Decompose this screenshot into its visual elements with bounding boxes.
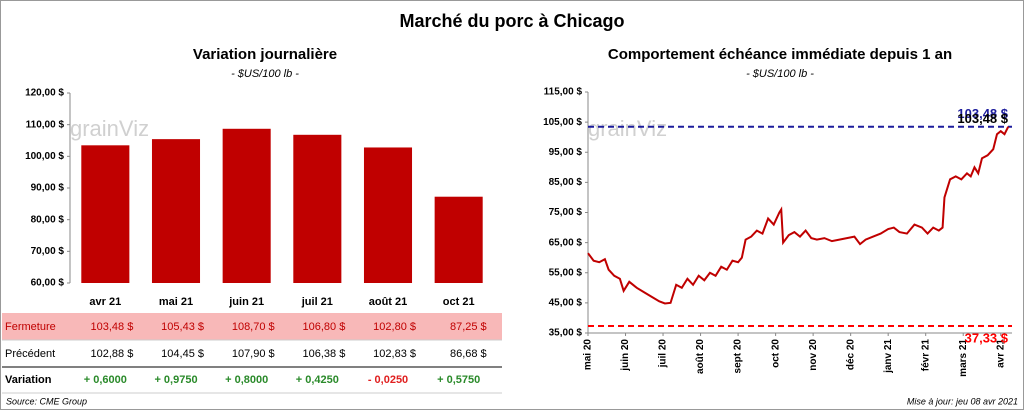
x-tick-label: juil 21 xyxy=(301,296,333,308)
x-tick-label: juil 20 xyxy=(658,339,669,369)
y-tick-label: 95,00 $ xyxy=(549,147,583,158)
x-tick-label: juin 21 xyxy=(228,296,264,308)
y-tick-label: 65,00 $ xyxy=(549,237,583,248)
y-tick-label: 45,00 $ xyxy=(549,298,583,309)
table-cell: 107,90 $ xyxy=(232,348,275,360)
x-tick-label: avr 21 xyxy=(995,339,1006,368)
table-cell: + 0,4250 xyxy=(296,374,339,386)
table-cell: 102,80 $ xyxy=(373,321,416,333)
y-tick-label: 70,00 $ xyxy=(31,246,65,257)
x-tick-label: oct 20 xyxy=(770,339,781,368)
y-tick-label: 100,00 $ xyxy=(25,151,64,162)
bar xyxy=(81,145,130,283)
chart-subtitle: - $US/100 lb - xyxy=(746,68,814,80)
bar xyxy=(222,128,271,283)
x-tick-label: oct 21 xyxy=(443,296,475,308)
table-cell: 86,68 $ xyxy=(450,348,487,360)
reference-label: 37,33 $ xyxy=(965,330,1009,345)
bar xyxy=(151,139,201,283)
table-cell: 106,80 $ xyxy=(303,321,346,333)
watermark: grainViz xyxy=(588,116,667,141)
bar xyxy=(363,147,413,283)
watermark: grainViz xyxy=(70,116,149,141)
x-tick-label: janv 21 xyxy=(883,339,894,374)
title: Marché du porc à Chicago xyxy=(399,11,624,31)
highlight-row xyxy=(2,313,502,340)
chart-title: Comportement échéance immédiate depuis 1… xyxy=(608,46,952,63)
table-cell: - 0,0250 xyxy=(368,374,408,386)
table-cell: 103,48 $ xyxy=(91,321,134,333)
x-tick-label: févr 21 xyxy=(920,339,931,372)
table-cell: + 0,8000 xyxy=(225,374,268,386)
updated: Mise à jour: jeu 08 avr 2021 xyxy=(907,396,1018,406)
y-tick-label: 110,00 $ xyxy=(26,119,65,130)
table-cell: 87,25 $ xyxy=(450,321,487,333)
y-tick-label: 55,00 $ xyxy=(549,267,583,278)
source: Source: CME Group xyxy=(6,396,87,406)
x-tick-label: sept 20 xyxy=(733,339,744,374)
x-tick-label: juin 20 xyxy=(620,339,631,372)
table-cell: 102,83 $ xyxy=(373,348,416,360)
table-cell: 104,45 $ xyxy=(161,348,204,360)
x-tick-label: avr 21 xyxy=(89,296,121,308)
table-cell: + 0,9750 xyxy=(154,374,197,386)
last-label: 103,48 $ xyxy=(957,111,1008,126)
chart-title: Variation journalière xyxy=(193,46,337,63)
row-label: Variation xyxy=(5,374,52,386)
table-cell: 106,38 $ xyxy=(303,348,346,360)
table-cell: 108,70 $ xyxy=(232,321,275,333)
y-tick-label: 60,00 $ xyxy=(31,278,65,289)
y-tick-label: 90,00 $ xyxy=(31,183,65,194)
y-tick-label: 105,00 $ xyxy=(543,117,582,128)
row-label: Précédent xyxy=(5,348,55,360)
y-tick-label: 85,00 $ xyxy=(549,177,583,188)
price-line xyxy=(587,126,1010,305)
x-tick-label: mars 21 xyxy=(958,339,969,377)
y-tick-label: 115,00 $ xyxy=(544,87,583,98)
table-cell: + 0,6000 xyxy=(84,374,127,386)
bar xyxy=(293,134,342,283)
table-cell: 102,88 $ xyxy=(91,348,134,360)
x-tick-label: août 20 xyxy=(695,339,706,374)
row-label: Fermeture xyxy=(5,321,56,333)
table-cell: + 0,5750 xyxy=(437,374,480,386)
x-tick-label: août 21 xyxy=(369,296,408,308)
x-tick-label: nov 20 xyxy=(808,339,819,371)
reference-label: 103,48 $ xyxy=(957,106,1008,121)
chart-subtitle: - $US/100 lb - xyxy=(231,68,299,80)
y-tick-label: 120,00 $ xyxy=(25,88,64,99)
y-tick-label: 75,00 $ xyxy=(549,207,583,218)
table-cell: 105,43 $ xyxy=(161,321,204,333)
bar xyxy=(434,196,483,283)
x-tick-label: mai 20 xyxy=(583,339,594,371)
y-tick-label: 80,00 $ xyxy=(31,214,65,225)
x-tick-label: mai 21 xyxy=(159,296,193,308)
x-tick-label: déc 20 xyxy=(845,339,856,371)
y-tick-label: 35,00 $ xyxy=(549,328,583,339)
